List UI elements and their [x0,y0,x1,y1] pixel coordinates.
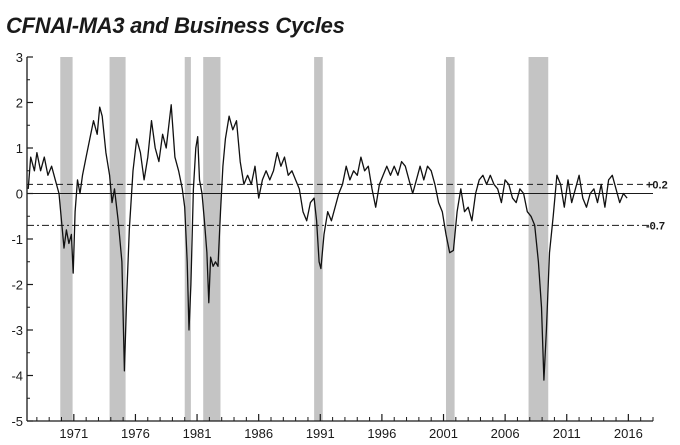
x-tick-label: 1981 [183,426,212,441]
recession-band [528,57,549,421]
y-tick-label: -1 [11,232,23,247]
x-tick-label: 1971 [59,426,88,441]
x-tick-label: 1986 [244,426,273,441]
y-tick-label: 1 [16,141,23,156]
y-tick-label: -5 [11,414,23,429]
recession-band [60,57,73,421]
recession-band [314,57,323,421]
x-tick-label: 1996 [367,426,396,441]
x-tick-label: 1976 [121,426,150,441]
x-tick-label: 2001 [429,426,458,441]
axes: 3 2 1 0 -1 -2 -3 -4 -5 1971 1976 1981 1986 1991 1996 20… [11,50,654,441]
x-tick-label: 1991 [306,426,335,441]
y-tick-label: -4 [11,369,23,384]
chart-title: CFNAI-MA3 and Business Cycles [6,13,345,38]
y-tick-label: -2 [11,278,23,293]
x-tick-label: 2011 [553,426,581,441]
threshold-label: +0.2 [646,179,668,191]
recession-band [445,57,455,421]
y-tick-label: -3 [11,323,23,338]
threshold-label: -0.7 [646,220,665,232]
recession-band [109,57,126,421]
series-layer [27,104,628,381]
series-line [27,104,628,381]
x-tick-label: 2016 [614,426,643,441]
recession-band [203,57,221,421]
y-tick-label: 0 [16,187,23,202]
y-tick-label: 3 [16,50,23,65]
recession-bands [60,57,549,421]
recession-band [184,57,191,421]
y-tick-label: 2 [16,96,23,111]
x-tick-label: 2006 [491,426,520,441]
